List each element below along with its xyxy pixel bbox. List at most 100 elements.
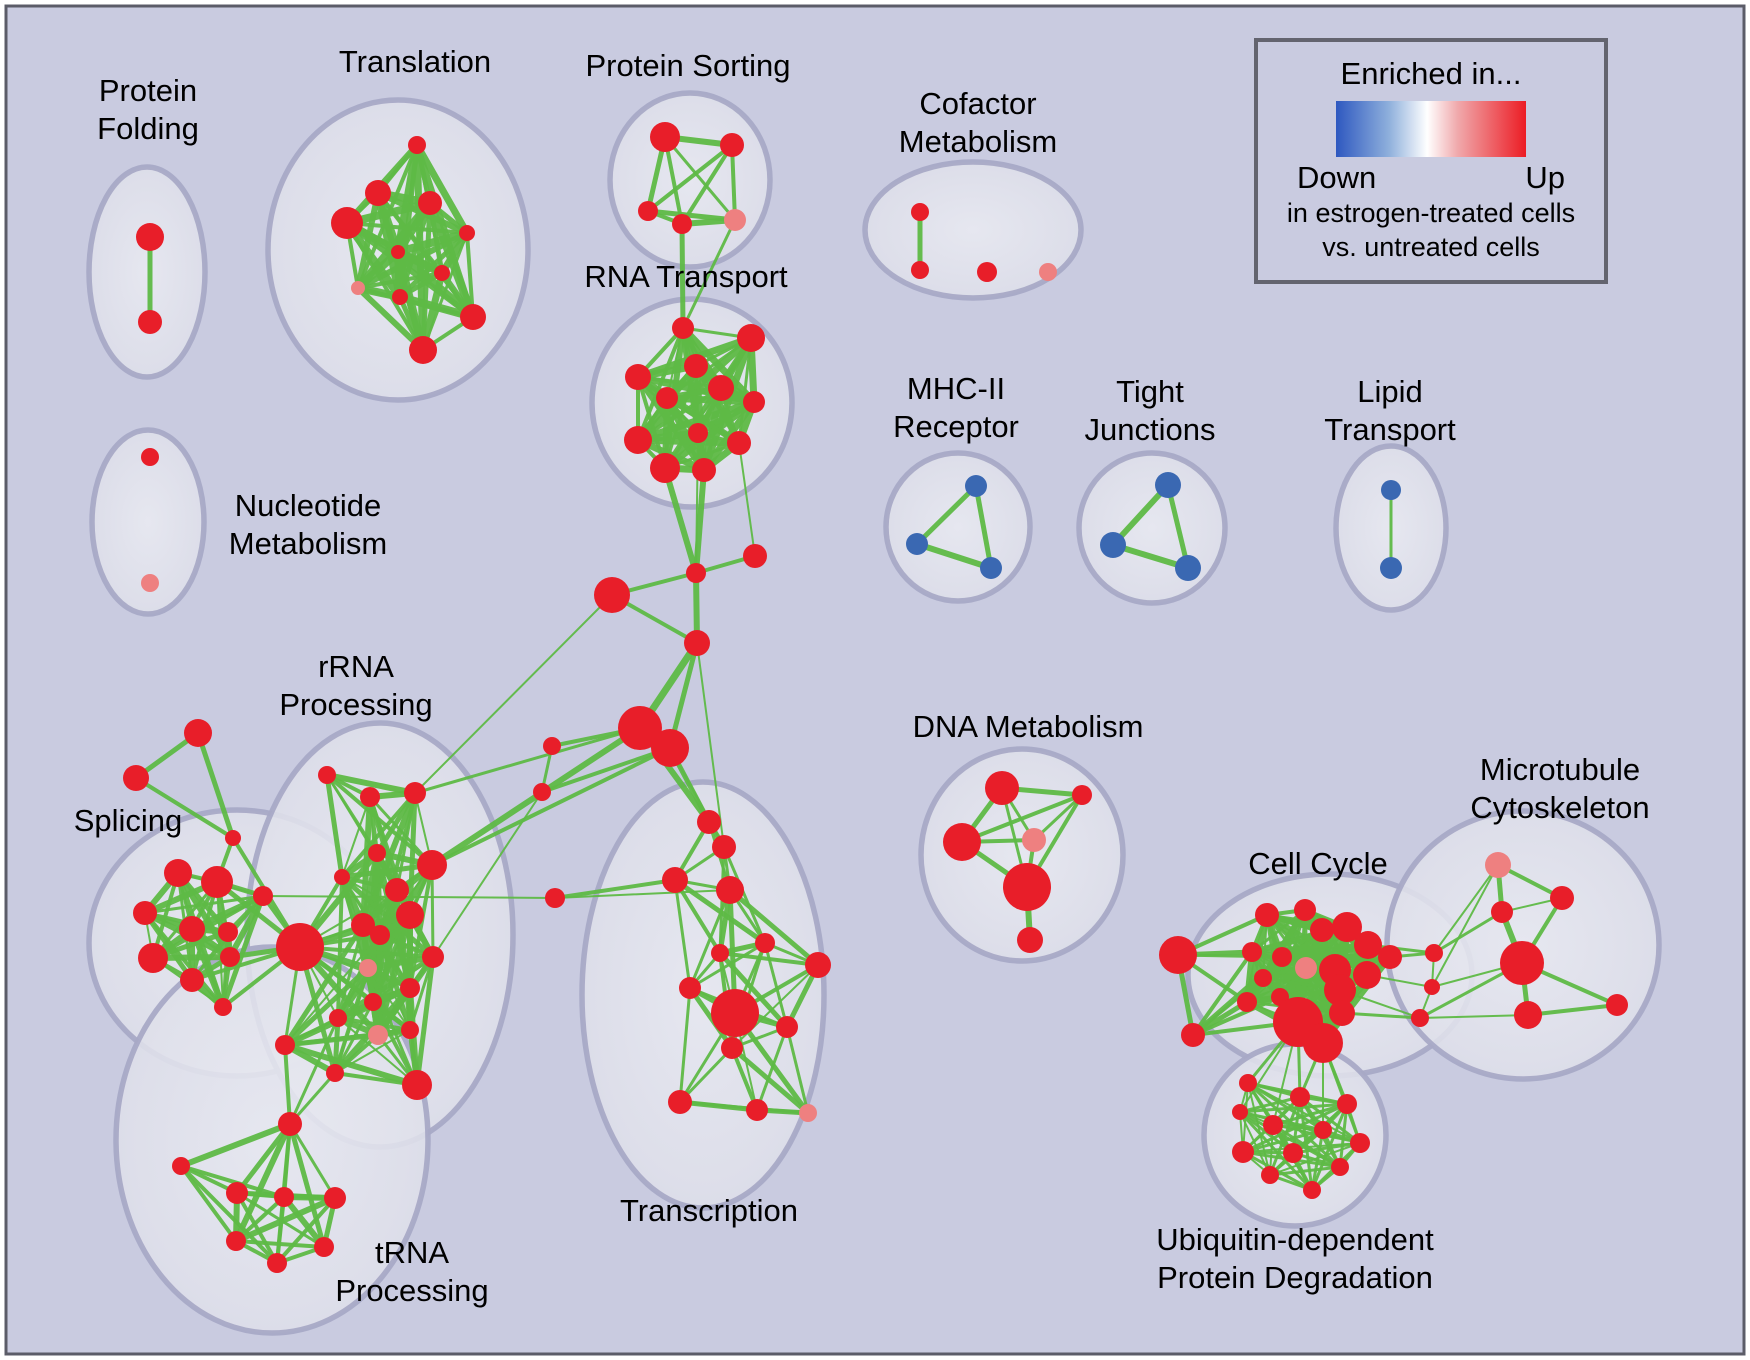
node-bridges-1[interactable] bbox=[1424, 979, 1440, 995]
node-tight-1[interactable] bbox=[1100, 532, 1126, 558]
node-lipid-1[interactable] bbox=[1380, 557, 1402, 579]
node-splicing-1[interactable] bbox=[201, 866, 233, 898]
node-nucleotide-0[interactable] bbox=[141, 448, 159, 466]
node-cellcycle-8[interactable] bbox=[1295, 957, 1317, 979]
node-microtubule-0[interactable] bbox=[1485, 852, 1511, 878]
node-ubiquitin-2[interactable] bbox=[1232, 1104, 1248, 1120]
node-nucleotide-1[interactable] bbox=[141, 574, 159, 592]
node-translation-9[interactable] bbox=[460, 304, 486, 330]
node-hubChain-2[interactable] bbox=[594, 577, 630, 613]
node-hubChain-6[interactable] bbox=[543, 737, 561, 755]
node-cellcycle-3[interactable] bbox=[1332, 912, 1362, 942]
node-hubChain-4[interactable] bbox=[618, 706, 662, 750]
node-rnaTransport-4[interactable] bbox=[708, 375, 734, 401]
node-proteinSorting-0[interactable] bbox=[650, 122, 680, 152]
node-microtubule-3[interactable] bbox=[1500, 941, 1544, 985]
node-transcription-7[interactable] bbox=[679, 977, 701, 999]
node-transcription-1[interactable] bbox=[712, 835, 736, 859]
node-rrna-2[interactable] bbox=[404, 782, 426, 804]
node-proteinFolding-0[interactable] bbox=[136, 223, 164, 251]
node-microtubule-4[interactable] bbox=[1514, 1001, 1542, 1029]
node-cellcycle-1[interactable] bbox=[1294, 899, 1316, 921]
node-rrna-3[interactable] bbox=[368, 844, 386, 862]
node-trna-0[interactable] bbox=[278, 1112, 302, 1136]
node-rnaTransport-7[interactable] bbox=[688, 423, 708, 443]
node-cellcycle-18[interactable] bbox=[1181, 1023, 1205, 1047]
node-transcription-4[interactable] bbox=[711, 944, 729, 962]
node-splicing-7[interactable] bbox=[220, 947, 240, 967]
node-cellcycle-2[interactable] bbox=[1310, 918, 1334, 942]
node-ubiquitin-0[interactable] bbox=[1239, 1074, 1257, 1092]
node-splicingTri-0[interactable] bbox=[184, 719, 212, 747]
node-mhc-2[interactable] bbox=[980, 557, 1002, 579]
node-splicing-5[interactable] bbox=[253, 886, 273, 906]
node-translation-3[interactable] bbox=[331, 207, 363, 239]
node-rrna-4[interactable] bbox=[334, 869, 350, 885]
node-rnaTransport-10[interactable] bbox=[650, 453, 680, 483]
node-rrna-13[interactable] bbox=[400, 978, 420, 998]
node-splicing-4[interactable] bbox=[218, 922, 238, 942]
node-rrna-11[interactable] bbox=[422, 946, 444, 968]
node-dna-3[interactable] bbox=[1022, 828, 1046, 852]
node-splicing-0[interactable] bbox=[164, 859, 192, 887]
node-rrna-6[interactable] bbox=[417, 850, 447, 880]
node-trna-2[interactable] bbox=[226, 1182, 248, 1204]
node-dna-1[interactable] bbox=[943, 823, 981, 861]
node-proteinSorting-1[interactable] bbox=[720, 133, 744, 157]
node-dna-5[interactable] bbox=[1017, 927, 1043, 953]
node-hubChain-1[interactable] bbox=[743, 544, 767, 568]
node-ubiquitin-3[interactable] bbox=[1337, 1094, 1357, 1114]
node-cofactor-1[interactable] bbox=[911, 261, 929, 279]
node-ubiquitin-11[interactable] bbox=[1303, 1181, 1321, 1199]
node-rnaTransport-1[interactable] bbox=[737, 324, 765, 352]
node-rrna-5[interactable] bbox=[385, 878, 409, 902]
node-rrna-17[interactable] bbox=[368, 1025, 388, 1045]
node-hubChain-3[interactable] bbox=[684, 630, 710, 656]
node-translation-6[interactable] bbox=[434, 265, 450, 281]
node-ccConnector-0[interactable] bbox=[1159, 936, 1197, 974]
node-rrna-9[interactable] bbox=[370, 925, 390, 945]
node-rrna-12[interactable] bbox=[359, 959, 377, 977]
node-trna-3[interactable] bbox=[274, 1187, 294, 1207]
node-cellcycle-12[interactable] bbox=[1237, 992, 1257, 1012]
node-dna-2[interactable] bbox=[1072, 785, 1092, 805]
node-transcLone-0[interactable] bbox=[545, 888, 565, 908]
node-hubChain-0[interactable] bbox=[686, 563, 706, 583]
node-cellcycle-5[interactable] bbox=[1378, 945, 1402, 969]
node-cofactor-3[interactable] bbox=[1039, 263, 1057, 281]
node-dna-0[interactable] bbox=[985, 771, 1019, 805]
node-microtubule-2[interactable] bbox=[1491, 901, 1513, 923]
node-splicing-6[interactable] bbox=[138, 943, 168, 973]
node-rnaTransport-0[interactable] bbox=[672, 317, 694, 339]
node-ubiquitin-10[interactable] bbox=[1261, 1166, 1279, 1184]
node-microtubule-5[interactable] bbox=[1606, 994, 1628, 1016]
node-rrna-16[interactable] bbox=[401, 1021, 419, 1039]
node-splicing-9[interactable] bbox=[214, 998, 232, 1016]
node-rrna-0[interactable] bbox=[318, 766, 336, 784]
node-ubiquitin-9[interactable] bbox=[1331, 1158, 1349, 1176]
node-ubiquitin-6[interactable] bbox=[1232, 1141, 1254, 1163]
node-bridges-0[interactable] bbox=[1425, 944, 1443, 962]
node-ubiquitin-5[interactable] bbox=[1314, 1121, 1332, 1139]
node-cofactor-0[interactable] bbox=[911, 203, 929, 221]
node-splicing-2[interactable] bbox=[133, 901, 157, 925]
node-mhc-1[interactable] bbox=[906, 533, 928, 555]
node-rnaTransport-9[interactable] bbox=[727, 431, 751, 455]
node-cellcycle-0[interactable] bbox=[1255, 903, 1279, 927]
node-bridges-2[interactable] bbox=[1411, 1009, 1429, 1027]
node-rrna-20[interactable] bbox=[402, 1070, 432, 1100]
node-mhc-0[interactable] bbox=[965, 475, 987, 497]
node-cellcycle-17[interactable] bbox=[1303, 1023, 1343, 1063]
node-splicingTri-2[interactable] bbox=[225, 830, 241, 846]
node-hubChain-7[interactable] bbox=[533, 783, 551, 801]
node-cellcycle-14[interactable] bbox=[1353, 961, 1381, 989]
node-rnaTransport-11[interactable] bbox=[692, 458, 716, 482]
node-translation-5[interactable] bbox=[391, 245, 405, 259]
node-proteinFolding-1[interactable] bbox=[138, 310, 162, 334]
node-microtubule-1[interactable] bbox=[1550, 886, 1574, 910]
node-trna-7[interactable] bbox=[267, 1253, 287, 1273]
node-lipid-0[interactable] bbox=[1381, 480, 1401, 500]
node-transcription-8[interactable] bbox=[711, 989, 759, 1037]
node-cellcycle-10[interactable] bbox=[1254, 969, 1272, 987]
node-translation-10[interactable] bbox=[409, 336, 437, 364]
